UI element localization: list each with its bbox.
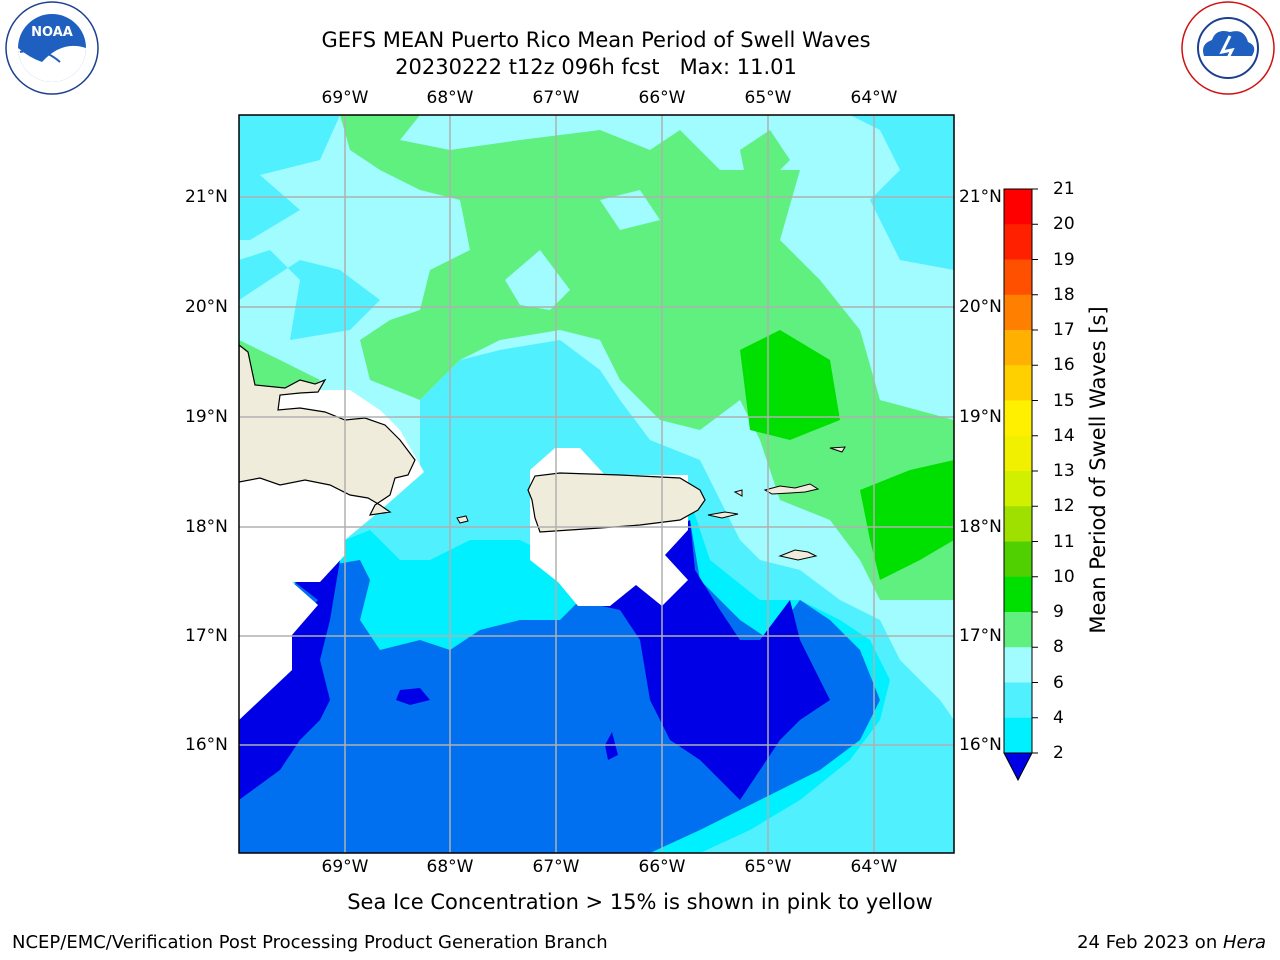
land-stcroix xyxy=(778,549,818,561)
colorbar-segment xyxy=(1004,506,1032,542)
lat-label-right: 17°N xyxy=(959,626,1002,646)
lat-label-left: 21°N xyxy=(185,187,228,207)
swell-fill-lt2-blob2 xyxy=(605,732,618,760)
colorbar-extend-arrow xyxy=(1003,752,1033,782)
colorbar-tick-label: 10 xyxy=(1053,566,1075,587)
swell-fill-9-10-ne xyxy=(740,130,790,180)
lat-label-left: 20°N xyxy=(185,297,228,317)
colorbar-tick-label: 13 xyxy=(1053,461,1075,481)
lat-label-right: 21°N xyxy=(959,187,1002,207)
footer-date: 24 Feb 2023 on Hera xyxy=(1077,932,1266,953)
colorbar-segment xyxy=(1004,294,1032,331)
lon-label-bottom: 68°W xyxy=(426,857,474,877)
colorbar-tick-label: 17 xyxy=(1053,320,1075,340)
swell-fill-8-9-hole xyxy=(505,250,570,310)
map-frame xyxy=(238,114,955,854)
lon-label-top: 67°W xyxy=(532,88,580,108)
colorbar-segment xyxy=(1004,435,1032,472)
colorbar-tick-label: 15 xyxy=(1053,390,1075,411)
colorbar-segment xyxy=(1004,365,1032,401)
footer-credit: NCEP/EMC/Verification Post Processing Pr… xyxy=(12,932,608,953)
sea-ice-note: Sea Ice Concentration > 15% is shown in … xyxy=(347,890,933,914)
swell-fill-6-8-north xyxy=(239,115,340,240)
colorbar-segment xyxy=(1004,576,1032,613)
lon-label-top: 64°W xyxy=(850,88,898,108)
land-vi xyxy=(763,483,820,495)
land-anegada xyxy=(829,446,846,453)
lon-label-top: 66°W xyxy=(638,88,686,108)
colorbar-segment xyxy=(1004,682,1032,719)
noaa-logo-text: NOAA xyxy=(31,25,73,40)
lon-label-top: 69°W xyxy=(321,88,369,108)
lon-label-top: 65°W xyxy=(744,88,792,108)
noaa-logo-icon: NOAA xyxy=(5,1,99,95)
colorbar-tick-label: 12 xyxy=(1053,496,1075,517)
map-title: GEFS MEAN Puerto Rico Mean Period of Swe… xyxy=(321,28,871,52)
lat-label-right: 16°N xyxy=(959,735,1002,755)
colorbar-segment xyxy=(1004,471,1032,507)
lat-label-right: 18°N xyxy=(959,517,1002,537)
lat-label-left: 17°N xyxy=(185,626,228,646)
lon-label-bottom: 66°W xyxy=(638,857,686,877)
lat-label-left: 19°N xyxy=(185,407,228,427)
swell-fill-lt2 xyxy=(239,560,340,800)
land-puerto-rico xyxy=(527,472,706,533)
land-mona xyxy=(456,515,469,524)
colorbar-segment xyxy=(1004,717,1032,754)
colorbar-tick-label: 8 xyxy=(1053,637,1064,658)
lon-label-bottom: 69°W xyxy=(321,857,369,877)
swell-fill-8-9-hole2 xyxy=(600,190,660,230)
land-hispaniola xyxy=(239,344,416,516)
colorbar-segment xyxy=(1004,330,1032,366)
lon-label-top: 68°W xyxy=(426,88,474,108)
colorbar-segment xyxy=(1004,612,1032,648)
colorbar-tick-label: 21 xyxy=(1053,179,1075,199)
colorbar-tick-label: 9 xyxy=(1053,602,1064,622)
land-vieques xyxy=(707,511,739,519)
colorbar-tick-label: 11 xyxy=(1053,531,1075,552)
colorbar xyxy=(1003,188,1038,782)
swell-fill-10-11 xyxy=(740,330,840,440)
graticule xyxy=(239,115,954,853)
lat-label-left: 16°N xyxy=(185,735,228,755)
colorbar-segment xyxy=(1004,224,1032,260)
colorbar-segment xyxy=(1004,259,1032,296)
swell-fill-6-8-north2 xyxy=(850,115,954,270)
lon-label-bottom: 64°W xyxy=(850,857,898,877)
colorbar-tick-label: 14 xyxy=(1053,425,1075,446)
colorbar-tick-label: 16 xyxy=(1053,355,1075,376)
colorbar-tick-label: 19 xyxy=(1053,249,1075,270)
lon-label-bottom: 65°W xyxy=(744,857,792,877)
lat-label-left: 18°N xyxy=(185,517,228,537)
land-islet xyxy=(733,489,743,497)
swell-fill-lt2-center xyxy=(575,520,830,800)
swell-fill-10-11-e xyxy=(860,460,954,580)
footer-date-text: 24 Feb 2023 on xyxy=(1077,932,1223,953)
colorbar-segment xyxy=(1004,189,1032,225)
colorbar-tick-label: 20 xyxy=(1053,214,1075,235)
colorbar-tick-label: 2 xyxy=(1053,743,1064,763)
colorbar-tick-label: 4 xyxy=(1053,707,1064,728)
colorbar-segment xyxy=(1004,400,1032,437)
colorbar-segment xyxy=(1004,647,1032,683)
lon-label-bottom: 67°W xyxy=(532,857,580,877)
colorbar-label: Mean Period of Swell Waves [s] xyxy=(1086,306,1110,634)
colorbar-tick-label: 6 xyxy=(1053,672,1064,693)
footer-host: Hera xyxy=(1222,932,1266,953)
colorbar-segment xyxy=(1004,541,1032,578)
colorbar-tick-label: 18 xyxy=(1053,284,1075,305)
swell-fill-lt2-blob xyxy=(396,688,430,705)
lat-label-right: 20°N xyxy=(959,297,1002,317)
map-subtitle: 20230222 t12z 096h fcst Max: 11.01 xyxy=(395,55,797,79)
swell-fill-9-10 xyxy=(340,115,954,600)
lat-label-right: 19°N xyxy=(959,407,1002,427)
nws-logo-icon xyxy=(1181,1,1275,95)
